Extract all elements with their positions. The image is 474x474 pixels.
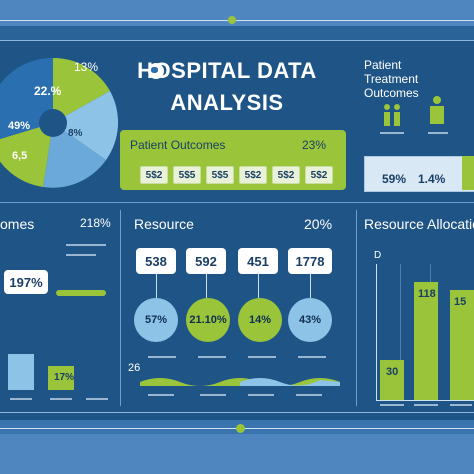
outcome-tile-2: 5$5 bbox=[173, 166, 201, 184]
donut-slice-1 bbox=[53, 57, 110, 124]
left-legend-line-2 bbox=[66, 254, 96, 256]
outcome-tile-4: 5$2 bbox=[239, 166, 267, 184]
resource-caption-2 bbox=[198, 356, 226, 358]
allocation-bar-3-value: 15 bbox=[454, 296, 467, 308]
allocation-caption-3 bbox=[450, 404, 472, 406]
treatment-title: Patient Treatment Outcomes bbox=[364, 58, 474, 100]
outcome-tile-3: 5$5 bbox=[206, 166, 234, 184]
resource-tile-2: 592 bbox=[186, 248, 226, 274]
resource-circle-2: 21.10% bbox=[186, 298, 230, 342]
person-caption-1 bbox=[380, 132, 404, 134]
donut-label-1: 22.% bbox=[34, 84, 62, 98]
resource-tile-4: 1778 bbox=[288, 248, 332, 274]
resource-wave-caption-4 bbox=[296, 394, 322, 396]
wave-blue bbox=[240, 378, 340, 386]
donut-chart: 22.% 49% 6,5 8% bbox=[0, 57, 119, 188]
donut-slice-2 bbox=[53, 91, 119, 160]
bottom-band bbox=[0, 434, 474, 474]
left-bar-1 bbox=[8, 354, 34, 390]
header-divider bbox=[0, 40, 474, 41]
footer-divider bbox=[0, 412, 474, 413]
page-title-line-1: HOSPITAL DATA bbox=[137, 58, 317, 83]
patient-outcomes-title: Patient Outcomes bbox=[130, 138, 226, 152]
treatment-accent bbox=[462, 156, 474, 190]
resource-circle-4: 43% bbox=[288, 298, 332, 342]
treatment-value-2: 1.4% bbox=[418, 172, 446, 186]
allocation-bar-3 bbox=[450, 290, 474, 400]
resource-caption-1 bbox=[148, 356, 176, 358]
allocation-grid-1 bbox=[400, 264, 401, 400]
allocation-caption-2 bbox=[414, 404, 438, 406]
left-progress-bar bbox=[56, 290, 106, 296]
corner-percent: 13% bbox=[74, 60, 99, 74]
person-caption-2 bbox=[428, 132, 448, 134]
donut-slice-3 bbox=[43, 123, 106, 188]
treatment-title-line-1: Patient bbox=[364, 58, 402, 72]
donut-label-2: 49% bbox=[8, 120, 31, 132]
top-marker-dot bbox=[228, 16, 236, 24]
person-icon bbox=[430, 96, 444, 126]
globe-icon bbox=[148, 63, 164, 79]
left-bar-caption-3 bbox=[86, 398, 108, 400]
donut-slice-4 bbox=[0, 123, 53, 187]
resource-circle-1: 57% bbox=[134, 298, 178, 342]
treatment-title-line-2: Treatment Outcomes bbox=[364, 72, 419, 100]
top-subband bbox=[0, 26, 474, 40]
resource-tile-1: 538 bbox=[136, 248, 176, 274]
outcome-tile-1: 5$2 bbox=[140, 166, 168, 184]
left-bar-2 bbox=[48, 366, 74, 390]
column-divider-1 bbox=[120, 210, 121, 406]
allocation-axis-label: D bbox=[374, 250, 382, 261]
resource-wave-strip bbox=[140, 372, 340, 386]
person-icon-group bbox=[384, 100, 404, 130]
left-value-tile: 197% bbox=[4, 270, 48, 294]
outcome-tile-5: 5$2 bbox=[272, 166, 300, 184]
resource-connector-3 bbox=[258, 274, 259, 298]
top-divider bbox=[0, 20, 474, 21]
resource-wave-caption-1 bbox=[148, 394, 174, 396]
page-title: HOSPITAL DATA ANALYSIS bbox=[122, 58, 332, 116]
patient-outcomes-percent: 23% bbox=[302, 138, 327, 152]
donut-label-4: 8% bbox=[68, 128, 83, 139]
left-bar-caption-2 bbox=[50, 398, 72, 400]
resource-percent: 20% bbox=[304, 216, 333, 232]
left-section-percent: 218% bbox=[80, 216, 111, 230]
bottom-marker-dot bbox=[236, 424, 245, 433]
resource-bottom-label: 26 bbox=[128, 362, 141, 374]
resource-connector-1 bbox=[156, 274, 157, 298]
page-title-line-2: ANALYSIS bbox=[170, 90, 284, 115]
allocation-bar-1 bbox=[380, 360, 404, 400]
allocation-caption-1 bbox=[380, 404, 404, 406]
allocation-bar-2-value: 118 bbox=[418, 288, 436, 300]
allocation-bar-2 bbox=[414, 282, 438, 400]
wave-svg bbox=[140, 378, 340, 386]
left-section-label: omes bbox=[0, 216, 35, 232]
treatment-value-1: 59% bbox=[382, 172, 407, 186]
left-bar-2-value: 17% bbox=[54, 372, 75, 383]
left-bar-caption-1 bbox=[10, 398, 32, 400]
donut-hole bbox=[39, 109, 67, 137]
resource-tile-3: 451 bbox=[238, 248, 278, 274]
section-divider bbox=[0, 202, 474, 203]
allocation-axis bbox=[376, 264, 377, 400]
resource-caption-4 bbox=[298, 356, 326, 358]
outcome-tile-6: 5$2 bbox=[305, 166, 333, 184]
allocation-bar-1-value: 30 bbox=[386, 366, 399, 378]
donut-label-3: 6,5 bbox=[12, 150, 28, 162]
resource-title: Resource bbox=[134, 216, 194, 232]
treatment-values-panel bbox=[364, 156, 474, 192]
column-divider-2 bbox=[356, 210, 357, 406]
resource-wave-caption-3 bbox=[248, 394, 274, 396]
allocation-baseline bbox=[376, 400, 474, 401]
donut-svg bbox=[0, 57, 119, 188]
left-legend-line-1 bbox=[66, 244, 106, 246]
resource-connector-4 bbox=[310, 274, 311, 298]
top-band bbox=[0, 0, 474, 26]
resource-caption-3 bbox=[248, 356, 276, 358]
resource-circle-3: 14% bbox=[238, 298, 282, 342]
resource-connector-2 bbox=[206, 274, 207, 298]
resource-wave-caption-2 bbox=[200, 394, 226, 396]
allocation-title: Resource Allocation bbox=[364, 216, 474, 232]
